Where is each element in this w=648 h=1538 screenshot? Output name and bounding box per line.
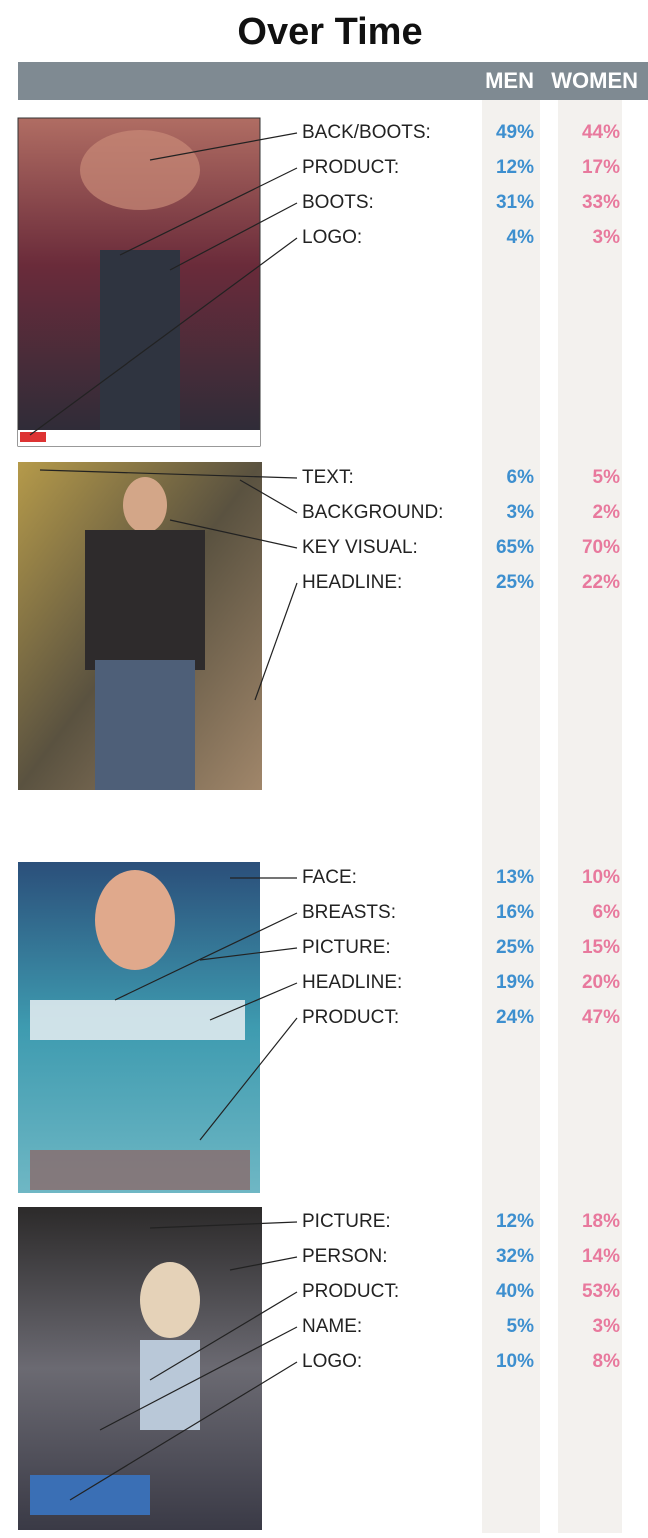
row-label: FACE: xyxy=(302,867,357,888)
men-value: 10% xyxy=(496,1351,534,1372)
men-value: 4% xyxy=(507,227,535,248)
women-value: 8% xyxy=(593,1351,621,1372)
row-label: PICTURE: xyxy=(302,1211,391,1232)
column-header: MEN xyxy=(485,68,534,93)
men-value: 5% xyxy=(507,1316,535,1337)
women-value: 44% xyxy=(582,122,620,143)
ad-image xyxy=(18,862,260,1193)
row-label: PRODUCT: xyxy=(302,157,399,178)
women-value: 70% xyxy=(582,537,620,558)
row-label: PRODUCT: xyxy=(302,1281,399,1302)
ad-image xyxy=(18,118,260,446)
row-label: LOGO: xyxy=(302,1351,362,1372)
men-value: 25% xyxy=(496,572,534,593)
women-value: 22% xyxy=(582,572,620,593)
women-value: 53% xyxy=(582,1281,620,1302)
row-label: BACKGROUND: xyxy=(302,502,443,523)
women-value: 6% xyxy=(593,902,621,923)
row-label: BACK/BOOTS: xyxy=(302,122,431,143)
row-label: LOGO: xyxy=(302,227,362,248)
men-value: 3% xyxy=(507,502,535,523)
row-label: KEY VISUAL: xyxy=(302,537,418,558)
men-value: 32% xyxy=(496,1246,534,1267)
row-label: BREASTS: xyxy=(302,902,396,923)
men-value: 16% xyxy=(496,902,534,923)
men-value: 40% xyxy=(496,1281,534,1302)
men-value: 65% xyxy=(496,537,534,558)
men-value: 19% xyxy=(496,972,534,993)
women-value: 5% xyxy=(593,467,621,488)
ad-image xyxy=(18,1207,262,1530)
men-value: 24% xyxy=(496,1007,534,1028)
infographic: Over Time MEN WOMEN BACK/BOOTS: 49% 44% PRO… xyxy=(0,0,648,1533)
ad-image xyxy=(18,462,262,790)
men-value: 49% xyxy=(496,122,534,143)
row-label: HEADLINE: xyxy=(302,972,402,993)
women-value: 10% xyxy=(582,867,620,888)
column-header: WOMEN xyxy=(551,68,638,93)
row-label: TEXT: xyxy=(302,467,354,488)
row-label: PRODUCT: xyxy=(302,1007,399,1028)
women-value: 33% xyxy=(582,192,620,213)
women-value: 2% xyxy=(593,502,621,523)
women-value: 47% xyxy=(582,1007,620,1028)
women-value: 3% xyxy=(593,227,621,248)
row-label: BOOTS: xyxy=(302,192,374,213)
men-value: 25% xyxy=(496,937,534,958)
men-value: 12% xyxy=(496,1211,534,1232)
women-value: 15% xyxy=(582,937,620,958)
women-value: 3% xyxy=(593,1316,621,1337)
row-label: PERSON: xyxy=(302,1246,388,1267)
men-value: 12% xyxy=(496,157,534,178)
women-value: 14% xyxy=(582,1246,620,1267)
women-value: 17% xyxy=(582,157,620,178)
row-label: PICTURE: xyxy=(302,937,391,958)
title: Over Time xyxy=(237,11,422,53)
women-value: 20% xyxy=(582,972,620,993)
women-value: 18% xyxy=(582,1211,620,1232)
men-value: 13% xyxy=(496,867,534,888)
row-label: NAME: xyxy=(302,1316,362,1337)
row-label: HEADLINE: xyxy=(302,572,402,593)
men-value: 6% xyxy=(507,467,535,488)
men-value: 31% xyxy=(496,192,534,213)
